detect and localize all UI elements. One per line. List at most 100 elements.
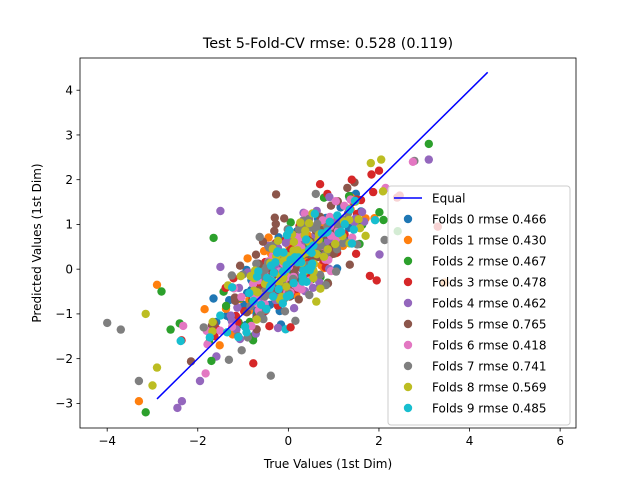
data-point [252, 315, 261, 324]
data-point [379, 215, 388, 225]
data-point [270, 226, 279, 236]
data-point [424, 139, 433, 149]
data-point [199, 323, 208, 332]
data-point [272, 248, 282, 257]
legend-label: Folds 1 rmse 0.430 [432, 234, 547, 248]
data-point [361, 231, 370, 240]
data-point [315, 270, 325, 279]
data-point [280, 214, 289, 223]
data-point [372, 276, 381, 285]
data-point [351, 249, 361, 258]
data-point [221, 301, 231, 311]
data-point [252, 259, 261, 268]
legend-marker [403, 361, 413, 371]
data-point [305, 290, 314, 300]
x-axis-label: True Values (1st Dim) [263, 457, 392, 471]
data-point [230, 293, 240, 302]
x-tick-label: −2 [189, 434, 207, 448]
data-point [134, 397, 144, 406]
data-point [370, 216, 380, 225]
data-point [271, 190, 281, 199]
data-point [282, 282, 291, 291]
data-point [247, 321, 256, 331]
x-tick-label: 2 [375, 434, 383, 448]
data-point [255, 232, 264, 242]
data-point [209, 294, 218, 303]
data-point [378, 187, 388, 196]
data-point [236, 272, 245, 281]
data-point [157, 287, 166, 296]
y-tick-label: 2 [65, 173, 73, 187]
legend: Equal Folds 0 rmse 0.466 Folds 1 rmse 0.43… [387, 185, 571, 426]
data-point [270, 213, 279, 222]
legend-label: Folds 2 rmse 0.467 [432, 255, 547, 269]
data-point [349, 225, 358, 234]
data-point [374, 166, 384, 175]
data-point [296, 218, 305, 227]
data-point [141, 408, 150, 417]
data-point [325, 217, 334, 226]
data-point [345, 205, 354, 214]
data-point [333, 211, 342, 220]
data-point [334, 229, 343, 238]
data-point [237, 346, 246, 355]
data-point [357, 207, 367, 217]
data-point [424, 155, 433, 164]
data-point [251, 250, 261, 259]
data-point [282, 292, 292, 301]
legend-marker [403, 319, 413, 329]
data-point [291, 316, 300, 325]
legend-marker [403, 256, 413, 266]
equal-reference-line [156, 71, 489, 400]
legend-marker [403, 403, 413, 413]
data-point [271, 258, 280, 267]
data-point [286, 323, 295, 332]
legend-marker [403, 214, 413, 224]
data-point [316, 284, 325, 293]
data-point [273, 323, 283, 333]
data-point [268, 292, 278, 301]
legend-marker [403, 382, 413, 392]
data-point [195, 376, 205, 386]
y-axis-label: Predicted Values (1st Dim) [30, 163, 44, 322]
data-point [215, 326, 225, 335]
legend-label: Folds 5 rmse 0.765 [432, 318, 547, 332]
data-point [408, 157, 418, 166]
data-point [227, 322, 237, 331]
data-point [179, 321, 188, 331]
data-point [315, 277, 324, 287]
legend-label: Folds 0 rmse 0.466 [432, 213, 547, 227]
data-point [200, 305, 209, 314]
data-point [243, 254, 252, 263]
data-point [331, 239, 340, 249]
data-point [312, 297, 321, 306]
data-point [245, 289, 254, 298]
data-point [249, 359, 258, 368]
data-point [309, 273, 318, 283]
data-point [325, 192, 334, 202]
data-point [289, 278, 298, 288]
data-point [152, 280, 162, 289]
data-point [173, 403, 182, 413]
data-point [242, 308, 251, 317]
data-point [103, 318, 112, 328]
data-point [176, 336, 185, 346]
data-point [319, 252, 329, 261]
data-point [369, 187, 378, 197]
data-point [340, 220, 349, 229]
data-point [141, 309, 150, 319]
data-point [278, 299, 287, 308]
data-point [216, 206, 225, 216]
data-point [207, 356, 216, 366]
data-point [286, 218, 295, 227]
data-point [367, 170, 376, 179]
data-point [380, 235, 389, 245]
data-point [301, 226, 310, 235]
data-point [116, 325, 126, 334]
data-point [331, 267, 341, 276]
legend-label: Equal [432, 192, 466, 206]
axes: −4 −2 0 2 4 6 −3 −2 −1 0 1 2 3 4 [55, 84, 564, 448]
legend-label: Folds 3 rmse 0.478 [432, 276, 547, 290]
data-point [290, 253, 299, 262]
data-point [354, 215, 363, 224]
